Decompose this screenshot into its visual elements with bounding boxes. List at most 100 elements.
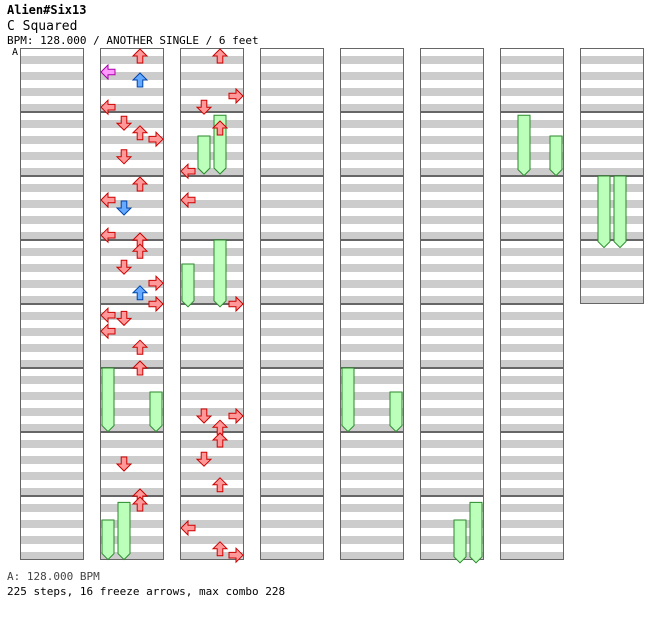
measure-border (180, 368, 244, 432)
beat-stripe (580, 152, 644, 160)
beat-stripe (260, 136, 324, 144)
beat-stripe (340, 280, 404, 288)
beat-stripe (260, 56, 324, 64)
beat-stripe (100, 360, 164, 368)
measure-border (420, 432, 484, 496)
beat-stripe (20, 536, 84, 544)
measure-border (420, 112, 484, 176)
beat-stripe (20, 392, 84, 400)
step-arrow-up (131, 285, 149, 301)
step-arrow-down (115, 310, 133, 327)
beat-stripe (260, 280, 324, 288)
measure-border (180, 304, 244, 368)
step-arrow-up (131, 125, 149, 141)
beat-stripe (500, 136, 564, 144)
step-arrow-right (228, 546, 244, 564)
beat-stripe (260, 360, 324, 368)
beat-stripe (340, 504, 404, 512)
step-arrow-right (228, 407, 244, 425)
beat-stripe (20, 344, 84, 352)
beat-stripe (100, 312, 164, 320)
measure-border (500, 48, 564, 112)
beat-stripe (20, 488, 84, 496)
beat-stripe (260, 232, 324, 240)
freeze-arrow (101, 367, 115, 433)
freeze-arrow (389, 391, 403, 433)
beat-stripe (420, 504, 484, 512)
beat-stripe (420, 152, 484, 160)
freeze-arrow (213, 239, 227, 308)
beat-stripe (500, 152, 564, 160)
step-arrow-up (211, 48, 229, 64)
step-arrow-down (115, 115, 133, 131)
beat-stripe (260, 184, 324, 192)
beat-stripe (180, 72, 244, 80)
step-arrow-up (211, 541, 229, 557)
measure-border (340, 368, 404, 432)
measure-border (340, 304, 404, 368)
measure-border (420, 240, 484, 304)
measure-border (420, 496, 484, 560)
beat-stripe (180, 248, 244, 256)
beat-stripe (420, 552, 484, 560)
step-arrow-down (115, 259, 133, 275)
beat-stripe (100, 296, 164, 304)
freeze-arrow (197, 135, 211, 175)
beat-stripe (580, 56, 644, 64)
freeze-arrow (341, 367, 355, 433)
beat-stripe (340, 360, 404, 368)
beat-stripe (500, 200, 564, 208)
beat-stripe (340, 72, 404, 80)
song-title: C Squared (7, 19, 78, 34)
step-arrow-down (195, 451, 213, 467)
step-arrow-left (100, 191, 116, 209)
measure-border (20, 112, 84, 176)
beat-stripe (340, 232, 404, 240)
beat-stripe (20, 376, 84, 384)
beat-stripe (420, 424, 484, 432)
beat-stripe (420, 360, 484, 368)
freeze-arrow (181, 263, 195, 308)
beat-stripe (260, 328, 324, 336)
measure-border (260, 432, 324, 496)
step-arrow-down (115, 456, 133, 472)
beat-stripe (260, 456, 324, 464)
beat-stripe (180, 536, 244, 544)
beat-stripe (500, 392, 564, 400)
beat-stripe (20, 280, 84, 288)
beat-stripe (500, 312, 564, 320)
beat-stripe (180, 200, 244, 208)
beat-stripe (180, 360, 244, 368)
beat-stripe (500, 536, 564, 544)
beat-stripe (180, 504, 244, 512)
beat-stripe (100, 504, 164, 512)
beat-stripe (260, 376, 324, 384)
beat-stripe (20, 216, 84, 224)
beat-stripe (340, 120, 404, 128)
measure-border (20, 432, 84, 496)
beat-stripe (340, 264, 404, 272)
beat-stripe (180, 296, 244, 304)
beat-stripe (580, 136, 644, 144)
beat-stripe (100, 232, 164, 240)
freeze-arrow (549, 135, 563, 177)
step-arrow-left (100, 98, 116, 116)
measure-border (340, 240, 404, 304)
beat-stripe (420, 296, 484, 304)
beat-stripe (260, 520, 324, 528)
beat-stripe (340, 488, 404, 496)
beat-stripe (340, 216, 404, 224)
measure-border (580, 240, 644, 304)
measure-border (180, 48, 244, 112)
measure-border (420, 304, 484, 368)
beat-stripe (20, 72, 84, 80)
beat-stripe (20, 472, 84, 480)
beat-stripe (20, 552, 84, 560)
step-arrow-right (148, 130, 164, 148)
step-arrow-left (100, 226, 116, 244)
beat-stripe (100, 168, 164, 176)
beat-stripe (20, 152, 84, 160)
beat-stripe (20, 360, 84, 368)
measure-border (180, 432, 244, 496)
measure-border (420, 368, 484, 432)
